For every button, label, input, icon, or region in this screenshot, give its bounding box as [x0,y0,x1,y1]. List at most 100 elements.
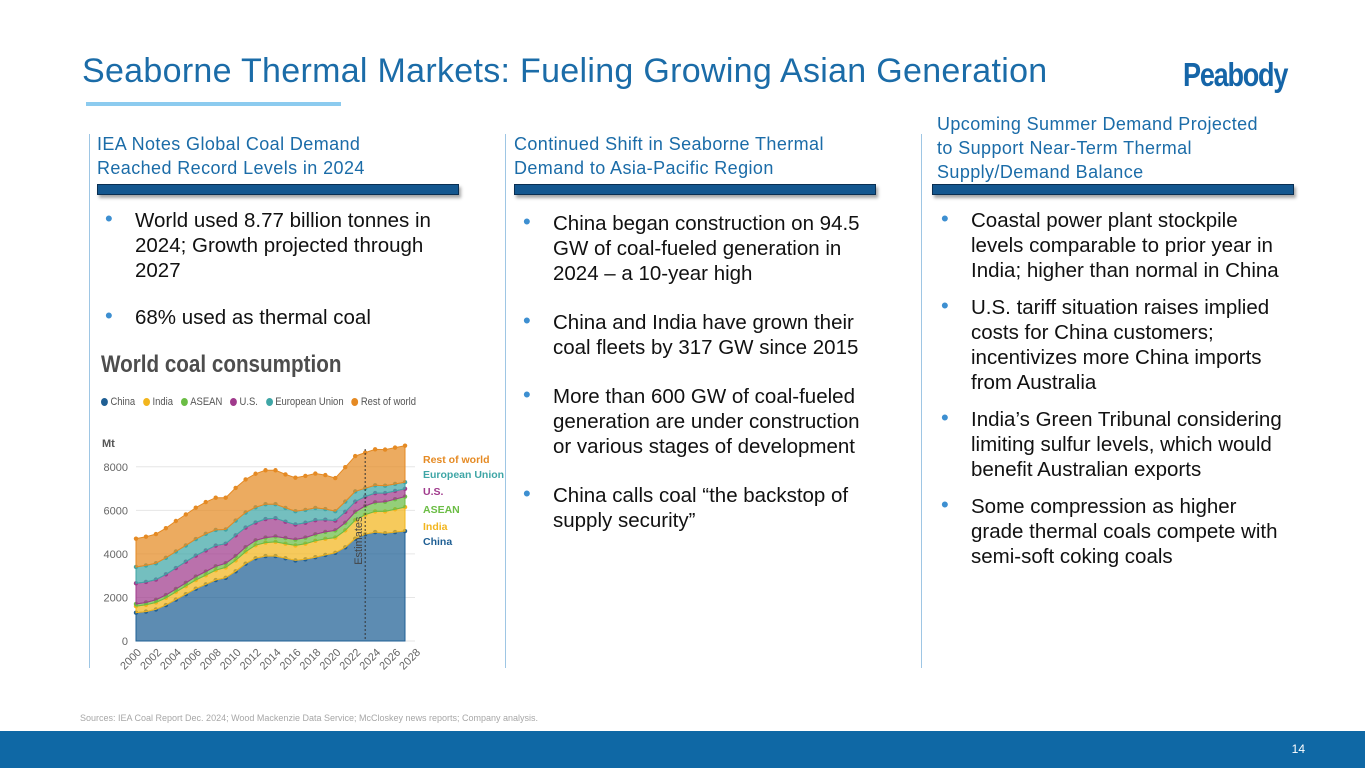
x-tick-label: 2018 [298,647,324,673]
title-underline [86,102,341,106]
data-point [382,447,388,452]
legend-item-row: Rest of world [351,396,416,408]
bullet-item: • U.S. tariff situation raises implied co… [937,293,1282,395]
column-divider-3 [921,134,922,668]
legend-label: Rest of world [360,396,417,408]
bullet-item: • India’s Green Tribunal considering limi… [937,405,1282,482]
y-tick-label: 0 [122,636,128,648]
data-point [263,468,268,473]
x-tick-label: 2026 [377,647,403,673]
column-1-heading: IEA Notes Global Coal Demand Reached Rec… [97,132,467,180]
x-tick-label: 2012 [238,647,264,673]
data-point [333,475,338,481]
chart-title: World coal consumption [101,351,342,378]
column-2-heading-line: Demand to Asia-Pacific Region [514,158,774,178]
column-divider-1 [89,134,90,668]
bullet-dot-icon: • [523,308,531,333]
x-tick-label: 2022 [338,647,364,673]
legend-swatch [230,398,237,406]
bullet-text: Coastal power plant stockpile levels com… [971,209,1279,282]
bullet-text: World used 8.77 billion tonnes in 2024; … [135,209,431,282]
column-3-header-bar [932,184,1294,195]
legend-swatch [101,398,108,406]
data-point [233,485,238,491]
bullet-item: • China began construction on 94.5 GW of … [519,209,864,286]
x-tick-label: 2004 [158,647,184,673]
column-2-heading: Continued Shift in Seaborne Thermal Dema… [514,132,884,180]
bullet-item: • China calls coal “the backstop of suppl… [519,481,864,533]
x-tick-label: 2000 [118,647,144,673]
bullet-dot-icon: • [523,481,531,506]
data-point [173,518,179,524]
legend-swatch [265,398,273,406]
bullet-text: Some compression as higher grade thermal… [971,495,1278,568]
bullet-dot-icon: • [523,209,531,234]
page-number: 14 [1291,742,1305,756]
series-end-label: U.S. [423,486,444,498]
data-point [392,445,398,450]
column-1-heading-line: IEA Notes Global Coal Demand [97,134,361,154]
data-point [372,447,378,452]
legend-swatch [180,398,188,406]
data-point [293,475,298,480]
legend-item-china: China [101,396,135,408]
area-rest-of-world [135,445,406,568]
bullet-item: • China and India have grown their coal f… [519,308,864,360]
column-divider-2 [505,134,506,668]
data-point [183,512,189,517]
series-end-label: European Union [423,469,504,481]
data-point [163,525,169,531]
x-tick-label: 2010 [218,647,244,673]
bullet-dot-icon: • [941,405,949,430]
data-point [323,472,328,478]
series-end-label: Rest of world [423,454,490,466]
data-point [303,473,308,479]
x-tick-label: 2020 [318,647,344,673]
chart-legend: China India ASEAN U.S. European Union Re… [101,396,421,408]
bullet-dot-icon: • [105,303,113,328]
data-point [273,468,278,473]
bullet-dot-icon: • [941,293,949,318]
legend-item-asean: ASEAN [180,396,223,408]
data-point [213,495,218,500]
bullet-item: • More than 600 GW of coal-fueled generat… [519,382,864,459]
y-tick-label: 4000 [104,549,128,561]
bullet-item: • Coastal power plant stockpile levels co… [937,206,1282,283]
legend-item-eu: European Union [265,396,344,408]
column-1-heading-line: Reached Record Levels in 2024 [97,158,365,178]
bullet-dot-icon: • [523,382,531,407]
x-tick-label: 2014 [258,647,284,673]
data-point [362,450,368,455]
data-point [253,471,258,476]
bullet-dot-icon: • [105,206,113,231]
x-tick-label: 2028 [397,647,423,673]
bullet-text: China began construction on 94.5 GW of c… [553,212,860,285]
series-end-label: ASEAN [423,504,460,516]
data-point [283,472,288,477]
y-tick-label: 2000 [104,592,128,604]
bullet-text: 68% used as thermal coal [135,306,371,329]
column-2-heading-line: Continued Shift in Seaborne Thermal [514,134,824,154]
bullet-text: U.S. tariff situation raises implied cos… [971,296,1270,394]
bullet-text: India’s Green Tribunal considering limit… [971,408,1282,481]
column-3-heading-line: Supply/Demand Balance [937,162,1144,182]
source-note: Sources: IEA Coal Report Dec. 2024; Wood… [80,713,539,723]
bullet-text: China calls coal “the backstop of supply… [553,484,849,532]
series-end-label: India [423,521,448,533]
bullet-text: China and India have grown their coal fl… [553,311,859,359]
x-tick-label: 2008 [198,647,224,673]
bullet-item: • Some compression as higher grade therma… [937,492,1282,569]
legend-label: ASEAN [190,396,223,408]
x-tick-label: 2024 [357,647,383,673]
data-point [343,465,348,470]
column-1-header-bar [97,184,459,195]
y-tick-label: 6000 [104,505,128,517]
peabody-logo: Peabody [1183,56,1288,93]
bullet-dot-icon: • [941,206,949,231]
column-2-header-bar [514,184,876,195]
bullet-text: More than 600 GW of coal-fueled generati… [553,385,860,458]
legend-item-india: India [142,396,173,408]
x-tick-label: 2006 [178,647,204,673]
data-point [133,536,139,541]
